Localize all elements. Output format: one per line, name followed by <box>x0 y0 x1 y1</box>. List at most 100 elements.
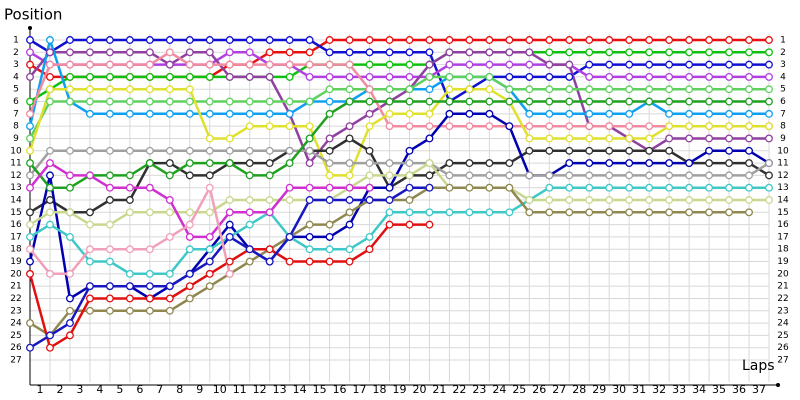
lap-marker <box>565 171 574 180</box>
lap-marker <box>105 48 114 57</box>
lap-marker <box>465 183 474 192</box>
lap-marker <box>705 146 714 155</box>
lap-marker <box>325 196 334 204</box>
lap-marker <box>725 208 734 217</box>
lap-marker <box>165 196 174 204</box>
lap-marker <box>245 109 254 118</box>
lap-marker <box>545 97 554 106</box>
lap-marker <box>305 220 314 229</box>
lap-marker <box>325 36 334 44</box>
lap-marker <box>505 85 514 94</box>
lap-marker <box>85 208 94 217</box>
lap-marker <box>425 220 434 229</box>
lap-marker <box>365 85 374 94</box>
lap-marker <box>265 109 274 118</box>
lap-marker <box>245 208 254 217</box>
lap-marker <box>325 159 334 168</box>
y-tick-label: 3 <box>13 60 19 70</box>
lap-marker <box>325 183 334 192</box>
x-tick-label: 29 <box>592 383 606 396</box>
lap-marker <box>745 183 753 192</box>
lap-marker <box>765 36 773 44</box>
lap-marker <box>245 97 254 106</box>
lap-marker <box>625 183 634 192</box>
lap-marker <box>405 159 414 168</box>
lap-marker <box>265 257 274 266</box>
lap-marker <box>585 36 594 44</box>
lap-marker <box>305 97 314 106</box>
chart-title: Position <box>4 6 62 24</box>
lap-marker <box>85 60 94 69</box>
lap-marker <box>305 72 314 81</box>
lap-marker <box>345 85 354 94</box>
lap-marker <box>285 109 294 118</box>
lap-marker <box>85 306 94 315</box>
lap-marker <box>225 48 234 57</box>
y-tick-label: 18 <box>10 245 22 255</box>
lap-marker <box>265 72 274 81</box>
lap-marker <box>305 196 314 204</box>
lap-marker <box>345 97 354 106</box>
lap-marker <box>765 109 773 118</box>
lap-marker <box>505 60 514 69</box>
lap-marker <box>445 36 454 44</box>
lap-marker <box>145 72 154 81</box>
lap-marker <box>245 48 254 57</box>
lap-marker <box>625 134 634 143</box>
lap-marker <box>745 109 753 118</box>
lap-marker <box>105 196 114 204</box>
lap-marker <box>165 97 174 106</box>
x-tick-label: 32 <box>652 383 666 396</box>
lap-marker <box>585 171 594 180</box>
lap-marker <box>425 159 434 168</box>
lap-marker <box>105 97 114 106</box>
lap-marker <box>305 122 314 131</box>
lap-marker <box>625 146 634 155</box>
lap-marker <box>26 257 34 266</box>
lap-marker <box>285 183 294 192</box>
lap-marker <box>225 159 234 168</box>
lap-marker <box>205 36 214 44</box>
lap-marker <box>405 220 414 229</box>
y-tick-label-right: 19 <box>777 257 789 267</box>
y-tick-label: 14 <box>10 196 22 206</box>
lap-marker <box>545 122 554 131</box>
lap-marker <box>105 220 114 229</box>
lap-marker <box>305 159 314 168</box>
lap-marker <box>745 97 753 106</box>
lap-marker <box>525 60 534 69</box>
lap-marker <box>625 48 634 57</box>
x-tick-label: 21 <box>432 383 446 396</box>
lap-marker <box>125 245 134 254</box>
lap-marker <box>205 282 214 291</box>
y-tick-label-right: 12 <box>777 171 788 181</box>
lap-marker <box>305 183 314 192</box>
lap-marker <box>185 72 194 81</box>
lap-marker <box>46 72 54 81</box>
lap-marker <box>185 85 194 94</box>
lap-marker <box>485 60 494 69</box>
lap-marker <box>145 60 154 69</box>
lap-marker <box>225 257 234 266</box>
lap-marker <box>85 294 94 303</box>
lap-marker <box>705 109 714 118</box>
lap-marker <box>565 48 574 57</box>
lap-marker <box>405 97 414 106</box>
lap-marker <box>105 60 114 69</box>
lap-marker <box>185 159 194 168</box>
lap-marker <box>65 331 74 340</box>
lap-marker <box>485 183 494 192</box>
x-tick-label: 37 <box>752 383 766 396</box>
lap-marker <box>705 208 714 217</box>
lap-marker <box>685 171 694 180</box>
lap-marker <box>585 97 594 106</box>
lap-marker <box>525 85 534 94</box>
y-tick-label: 22 <box>10 294 21 304</box>
lap-marker <box>445 85 454 94</box>
lap-marker <box>585 60 594 69</box>
lap-marker <box>285 232 294 241</box>
lap-marker <box>285 48 294 57</box>
lap-marker <box>685 48 694 57</box>
lap-marker <box>65 146 74 155</box>
